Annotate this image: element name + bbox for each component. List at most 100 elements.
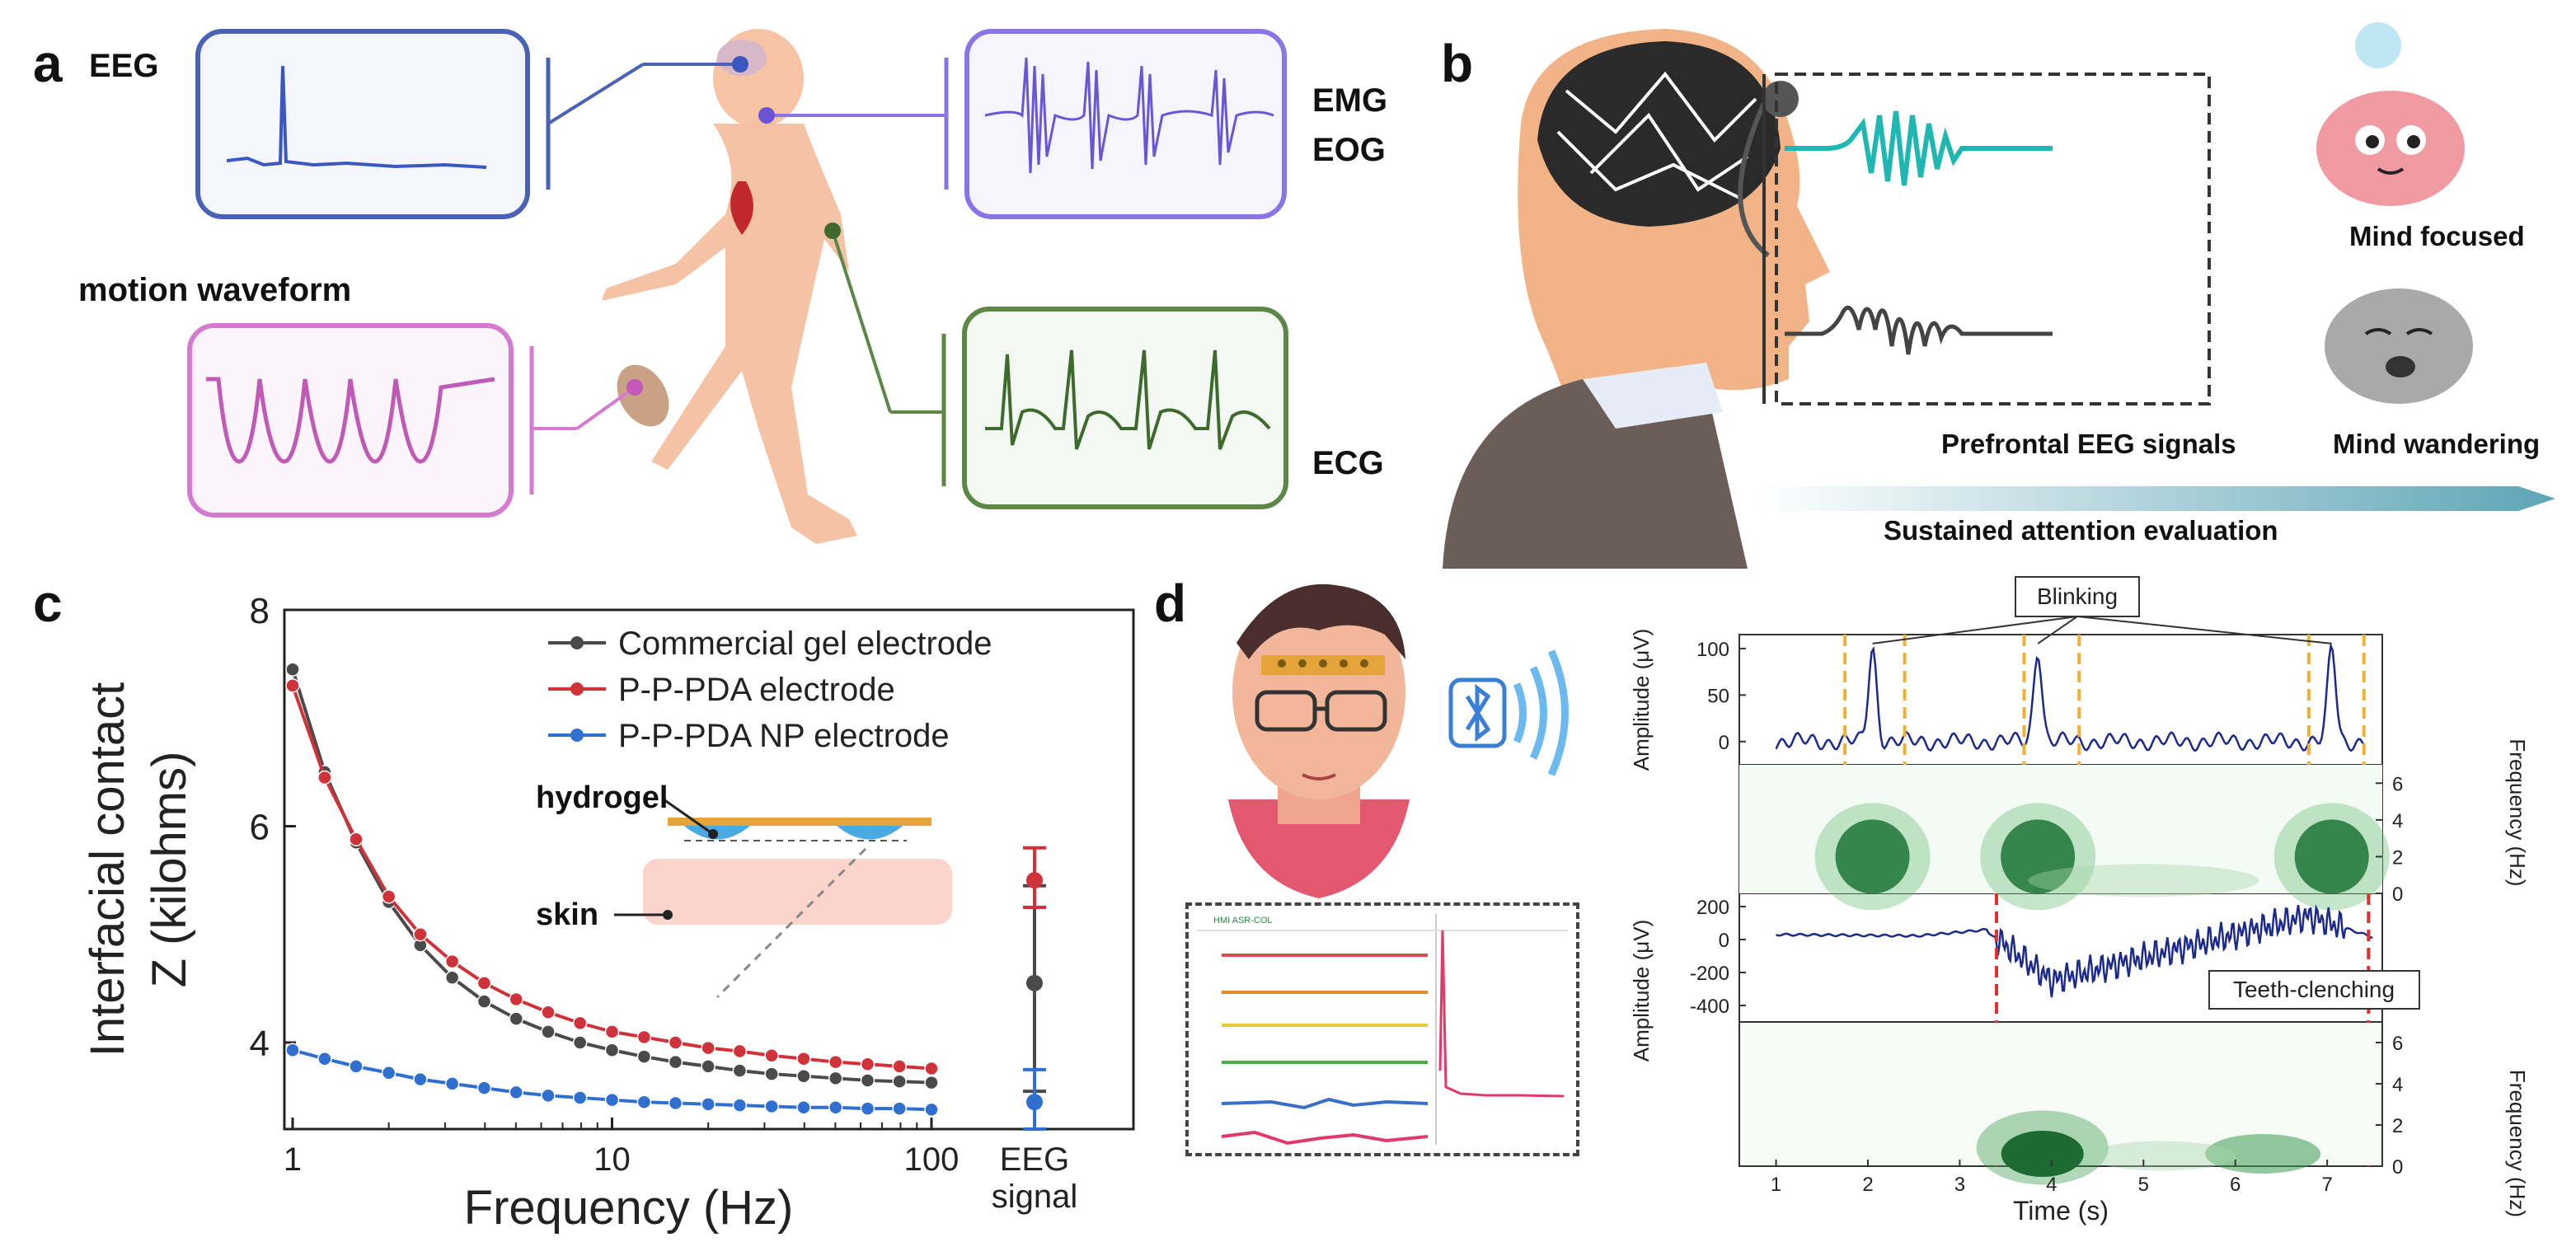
- data-point: [349, 1059, 364, 1074]
- mind-wandering-label: Mind wandering: [2333, 429, 2541, 459]
- eog-label: EOG: [1312, 132, 1386, 168]
- wireless-waves-icon: [1513, 649, 1569, 776]
- inset-hydrogel-label: hydrogel: [536, 780, 668, 815]
- legend-label: P-P-PDA electrode: [618, 672, 895, 708]
- data-point: [604, 1024, 620, 1039]
- data-point: [285, 662, 300, 677]
- data-point: [892, 1059, 907, 1074]
- y-axis-label-amplitude-2: Amplitude (μV): [1629, 920, 1654, 1062]
- x-tick-label: 2: [1862, 1174, 1873, 1196]
- data-point: [285, 678, 300, 693]
- y-tick-label: 200: [1696, 897, 1729, 919]
- data-point: [509, 991, 523, 1007]
- amplitude-trace-blink: [1775, 642, 2365, 752]
- data-point: [381, 1066, 396, 1080]
- data-point: [349, 832, 364, 846]
- panel-d-illustration: [1228, 584, 1569, 898]
- panel-b-illustration: [1443, 22, 2555, 569]
- spectrogram-blob-halo: [1976, 1110, 2109, 1185]
- eeg-axis-label-line2: signal: [992, 1179, 1078, 1215]
- data-point: [604, 1043, 620, 1057]
- legend-marker: [570, 682, 584, 696]
- data-point: [764, 1048, 779, 1063]
- inset-skin-layer: [643, 859, 952, 925]
- attention-arrow: [1756, 486, 2555, 511]
- blinking-arrow: [2076, 616, 2332, 644]
- wandering-wave: [1785, 305, 2053, 355]
- inset-skin-label: skin: [536, 898, 598, 932]
- data-point: [892, 1074, 907, 1089]
- data-point: [476, 1080, 492, 1095]
- data-point: [732, 1043, 748, 1059]
- y-tick-label: 0: [2392, 883, 2403, 906]
- x-tick-label: 10: [594, 1141, 631, 1178]
- y-tick-label: 8: [250, 591, 270, 631]
- y-axis-label-frequency-1: Frequency (Hz): [2505, 738, 2530, 886]
- data-point: [476, 994, 492, 1009]
- eeg-axis-label-line1: EEG: [1000, 1141, 1069, 1178]
- x-tick-label: 6: [2230, 1174, 2241, 1196]
- data-point: [636, 1029, 652, 1045]
- x-tick-label: 3: [1954, 1174, 1965, 1196]
- y-tick-label: -200: [1690, 963, 1729, 985]
- y-tick-label: 6: [2392, 1033, 2403, 1055]
- y-tick-label: 0: [2392, 1156, 2403, 1179]
- x-tick-label: 1: [1771, 1174, 1781, 1196]
- data-point: [572, 1090, 588, 1105]
- data-point: [828, 1054, 843, 1070]
- x-axis-label-time: Time (s): [2013, 1196, 2109, 1226]
- data-point: [285, 1043, 300, 1057]
- data-point: [701, 1040, 716, 1056]
- data-point: [860, 1101, 875, 1116]
- teeth-callout-box: [2208, 970, 2420, 1010]
- data-point: [636, 1049, 652, 1064]
- y-tick-label: 0: [1719, 930, 1729, 952]
- human-figure: [602, 29, 857, 544]
- ecg-label: ECG: [1312, 445, 1384, 481]
- hydrogel-leader-dot: [708, 829, 718, 839]
- data-point: [732, 1063, 748, 1078]
- data-point: [413, 1071, 428, 1087]
- blinking-callout-label: Blinking: [2037, 584, 2118, 609]
- person-with-headband: [1228, 584, 1410, 898]
- teeth-callout-label: Teeth-clenching: [2233, 977, 2395, 1002]
- spectrogram-blob-faint: [2028, 864, 2259, 898]
- head-silhouette: [1443, 29, 1830, 569]
- legend-marker: [570, 636, 584, 649]
- inset-pointer-line: [716, 847, 867, 999]
- inset-electrode-bar: [668, 818, 931, 826]
- data-point: [572, 1015, 588, 1031]
- legend-label: P-P-PDA NP electrode: [618, 718, 950, 754]
- data-point: [541, 1005, 556, 1019]
- y-tick-label: 0: [1719, 732, 1729, 754]
- panel-a: a EEG EMG EOG motion waveform ECG: [0, 0, 1401, 569]
- data-point: [924, 1061, 939, 1076]
- data-point: [317, 1051, 332, 1066]
- y-tick-label: 4: [2392, 810, 2403, 832]
- spectrogram-blob-halo: [1980, 803, 2096, 911]
- motion-waveform-box: [187, 323, 534, 518]
- y-tick-label: 4: [250, 1024, 270, 1064]
- data-point: [796, 1068, 811, 1084]
- panel-c: c 4 6 8 1 10 100 Frequency (Hz) Interfacial con…: [0, 569, 1154, 1242]
- connector-lines: [532, 56, 946, 430]
- ecg-signal-box: [941, 307, 1288, 509]
- y-tick-label: 2: [2392, 846, 2403, 869]
- blinking-callout-box: [2015, 576, 2140, 617]
- device-traces: [1197, 914, 1568, 1146]
- data-point: [604, 1092, 620, 1108]
- device-header-text: HMI ASR-COL: [1213, 916, 1273, 926]
- panel-b-label: b: [1441, 34, 1474, 93]
- prefrontal-eeg-label: Prefrontal EEG signals: [1941, 429, 2236, 459]
- legend-label: Commercial gel electrode: [618, 626, 992, 662]
- skin-leader-dot: [663, 910, 673, 920]
- legend-marker: [570, 729, 584, 742]
- focused-wave: [1785, 110, 2053, 186]
- panel-d: d HMI ASR-COL: [1154, 569, 2576, 1242]
- panel-d-label: d: [1154, 574, 1187, 633]
- motion-waveform-label: motion waveform: [78, 272, 352, 308]
- data-point: [476, 976, 492, 991]
- y-axis-label-line2: Z (kilohms): [143, 752, 196, 988]
- data-point: [828, 1100, 843, 1115]
